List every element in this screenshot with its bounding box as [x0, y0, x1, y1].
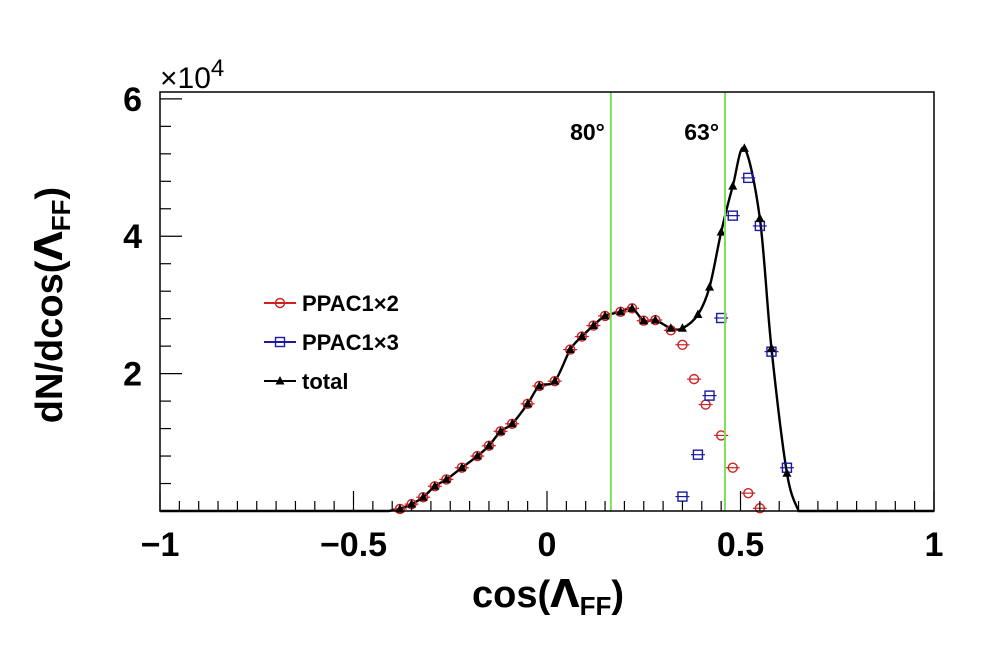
- x-tick-label: 1: [925, 526, 944, 564]
- data-point-total: [472, 451, 482, 460]
- data-point-total: [782, 468, 792, 477]
- data-point-ppac1-2: [677, 339, 688, 350]
- data-point-total: [418, 492, 428, 501]
- data-point-total: [666, 323, 676, 332]
- x-tick-label: 0.5: [717, 526, 764, 564]
- angle-label: 80°: [570, 119, 605, 145]
- y-multiplier: ×104: [160, 55, 224, 95]
- data-point-total: [565, 344, 575, 354]
- data-point-total: [693, 309, 703, 319]
- angle-label: 63°: [684, 119, 719, 145]
- x-tick-label: 0: [538, 526, 557, 564]
- data-point-total: [523, 398, 533, 408]
- data-point-total: [766, 343, 776, 352]
- data-point-total: [627, 303, 637, 312]
- y-tick-label: 4: [123, 218, 142, 256]
- data-point-total: [457, 462, 467, 472]
- legend-marker-ppac1-3: [274, 336, 286, 348]
- legend: PPAC1×2 PPAC1×3 total: [264, 291, 399, 394]
- data-point-ppac1-3: [692, 449, 704, 460]
- data-point-total: [577, 331, 587, 341]
- data-point-total: [677, 323, 687, 332]
- legend-marker-ppac1-2: [274, 297, 286, 309]
- data-point-total: [755, 213, 765, 222]
- data-point-total: [507, 418, 517, 428]
- data-point-total: [550, 376, 560, 385]
- legend-label-total: total: [302, 369, 348, 394]
- x-axis-title: cos(ΛFF): [472, 572, 624, 621]
- data-point-ppac1-3: [727, 210, 738, 221]
- x-tick-label: −0.5: [320, 526, 387, 564]
- data-point-total: [484, 440, 494, 450]
- data-point-total: [600, 310, 610, 320]
- legend-label-ppac1-2: PPAC1×2: [302, 291, 399, 316]
- x-tick-label: −1: [141, 526, 180, 564]
- data-point-total: [588, 320, 598, 330]
- data-point-total: [728, 181, 738, 190]
- data-point-total: [496, 426, 506, 435]
- data-point-total: [705, 282, 715, 291]
- y-tick-label: 6: [123, 81, 142, 119]
- data-point-total: [430, 481, 440, 490]
- y-tick-label: 2: [123, 356, 142, 394]
- data-point-ppac1-3: [743, 172, 754, 184]
- data-point-total: [650, 315, 660, 324]
- data-point-ppac1-3: [704, 390, 715, 401]
- data-point-ppac1-2: [727, 462, 738, 473]
- data-point-total: [739, 143, 749, 152]
- data-point-total: [616, 306, 626, 316]
- y-axis-title: dN/dcos(ΛFF): [27, 187, 76, 423]
- legend-label-ppac1-3: PPAC1×3: [302, 330, 399, 355]
- data-point-ppac1-2: [688, 373, 700, 385]
- data-point-ppac1-2: [743, 487, 754, 499]
- data-point-total: [534, 380, 544, 390]
- data-point-total: [639, 315, 649, 325]
- legend-marker-total: [275, 376, 285, 385]
- data-point-total: [441, 474, 451, 483]
- series-line-total: [160, 146, 934, 513]
- data-point-total: [716, 227, 726, 236]
